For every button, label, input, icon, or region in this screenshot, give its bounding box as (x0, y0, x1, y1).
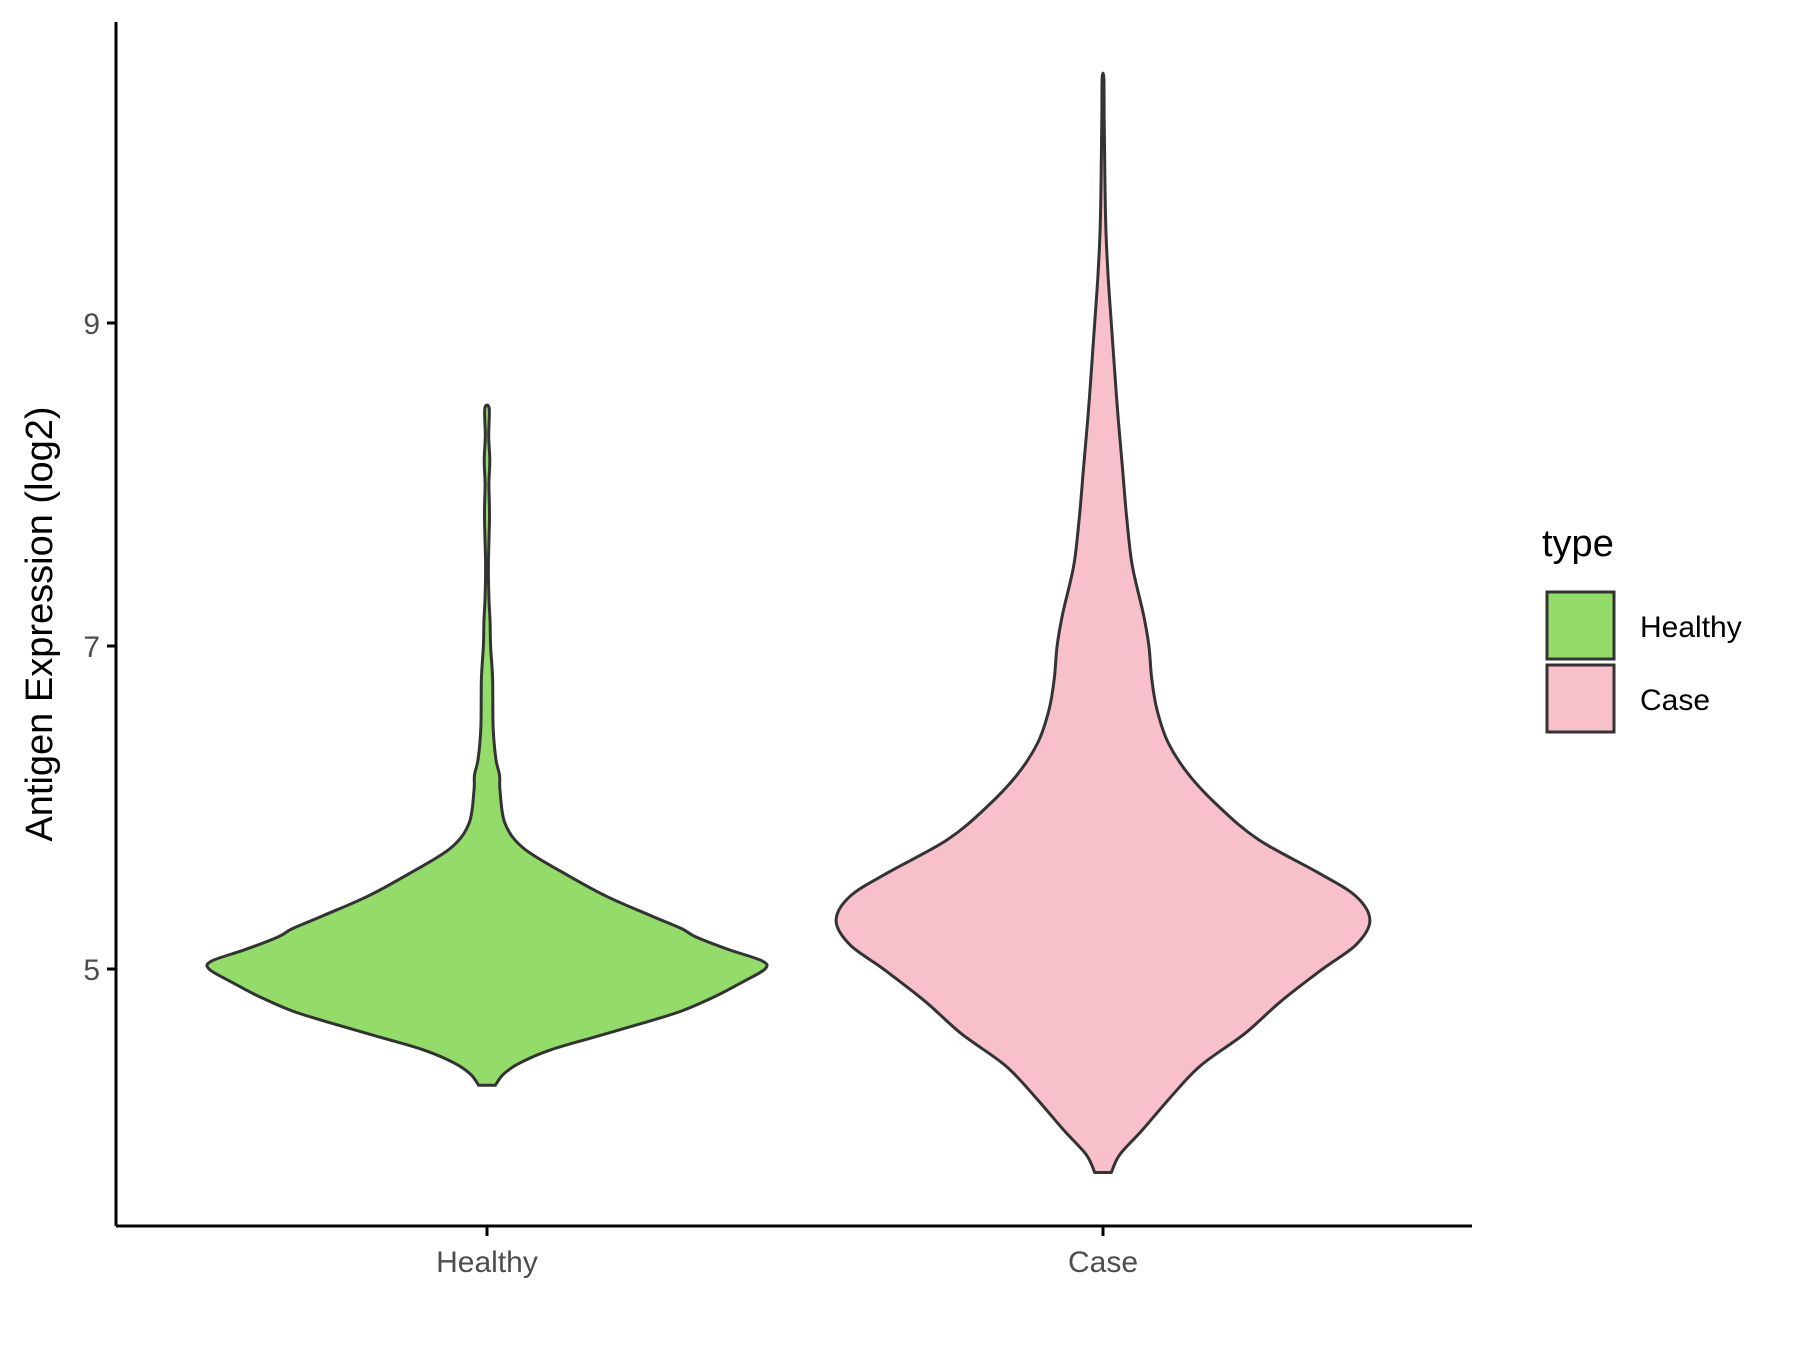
violin-case (834, 71, 1372, 1174)
legend: type Healthy Case (1542, 523, 1742, 734)
x-tick-label-case: Case (1068, 1246, 1138, 1279)
y-tick-label-9: 9 (83, 308, 100, 341)
legend-title: type (1542, 523, 1614, 565)
y-axis-title: Antigen Expression (log2) (19, 406, 61, 841)
y-ticks: 5 7 9 (83, 308, 116, 987)
legend-swatch-case (1545, 663, 1616, 734)
y-tick-label-7: 7 (83, 631, 100, 664)
violins-layer (205, 71, 1372, 1174)
legend-swatch-healthy (1545, 590, 1616, 661)
legend-label-case: Case (1640, 684, 1710, 717)
x-tick-label-healthy: Healthy (436, 1246, 538, 1279)
x-ticks: Healthy Case (436, 1226, 1138, 1279)
y-tick-label-5: 5 (83, 954, 100, 987)
legend-label-healthy: Healthy (1640, 611, 1742, 644)
violin-healthy (205, 403, 769, 1087)
